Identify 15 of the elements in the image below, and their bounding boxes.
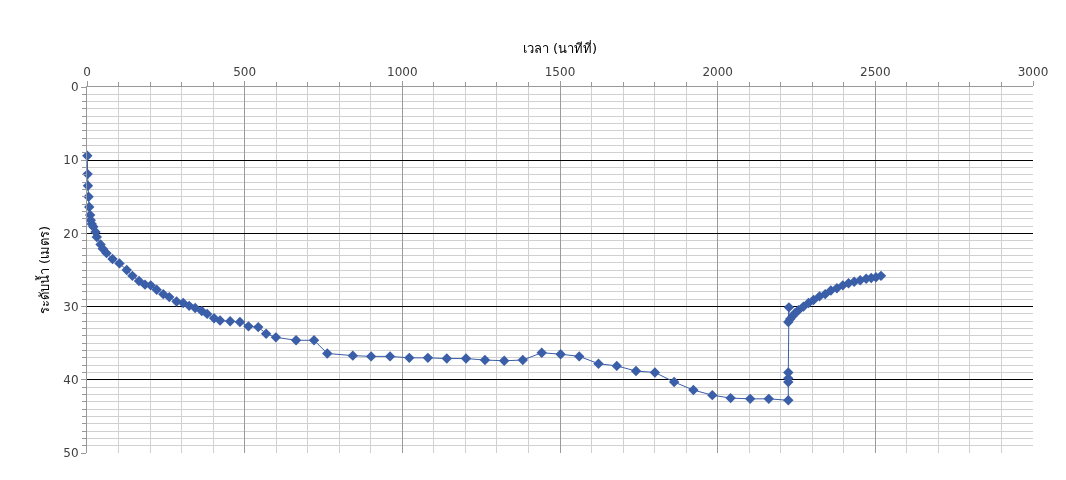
x-tick-label: 1000 <box>387 65 418 80</box>
y-tick-label: 40 <box>63 373 79 387</box>
x-tick-label: 2500 <box>860 65 891 80</box>
y-tick-label: 0 <box>70 80 79 95</box>
y-tick-label: 20 <box>63 226 79 241</box>
x-tick-label: 1500 <box>544 65 576 80</box>
y-tick-label: 30 <box>63 299 79 314</box>
x-tick-label: 2000 <box>702 65 733 80</box>
x-tick-label: 500 <box>233 65 257 80</box>
y-axis-title: ระดับน้ำ (เมตร) <box>35 225 53 315</box>
y-tick-label: 10 <box>63 153 79 168</box>
x-tick-label: 3000 <box>1017 65 1049 80</box>
x-axis-title: เวลา (นาทีที่) <box>522 40 598 57</box>
x-tick-label: 0 <box>83 65 91 80</box>
y-tick-label: 50 <box>63 446 79 461</box>
